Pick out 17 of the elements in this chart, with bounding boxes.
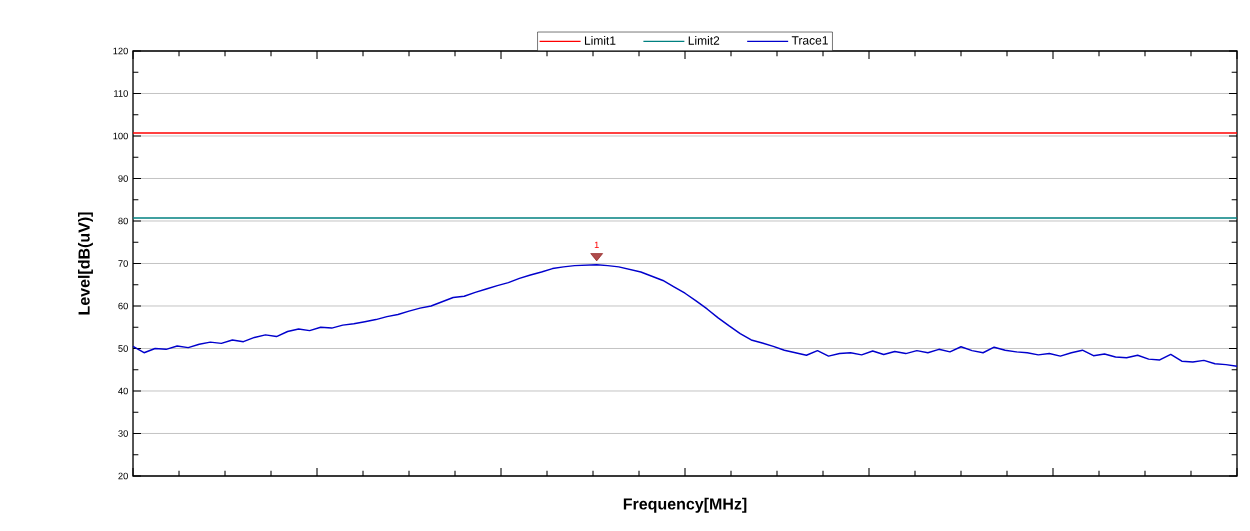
y-tick-label: 110 [114,90,128,97]
y-tick-label: 50 [118,345,128,352]
y-tick-label: 40 [118,387,128,395]
y-tick-label: 30 [118,430,128,437]
x-axis-title: Frequency[MHz] [623,497,747,513]
y-tick-label: 100 [113,132,128,140]
legend-label: Limit2 [688,36,720,45]
y-tick-label: 120 [113,47,128,55]
legend-label: Trace1 [791,36,828,45]
legend-label: Limit1 [584,36,616,45]
y-tick-label: 20 [118,472,128,480]
annotation: 1 [594,241,599,249]
y-tick-label: 90 [118,175,128,182]
y-tick-label: 80 [118,217,128,225]
y-tick-label: 60 [118,302,128,310]
y-tick-label: 70 [118,260,128,267]
y-axis-title: Level[dB(uV)] [78,212,93,315]
